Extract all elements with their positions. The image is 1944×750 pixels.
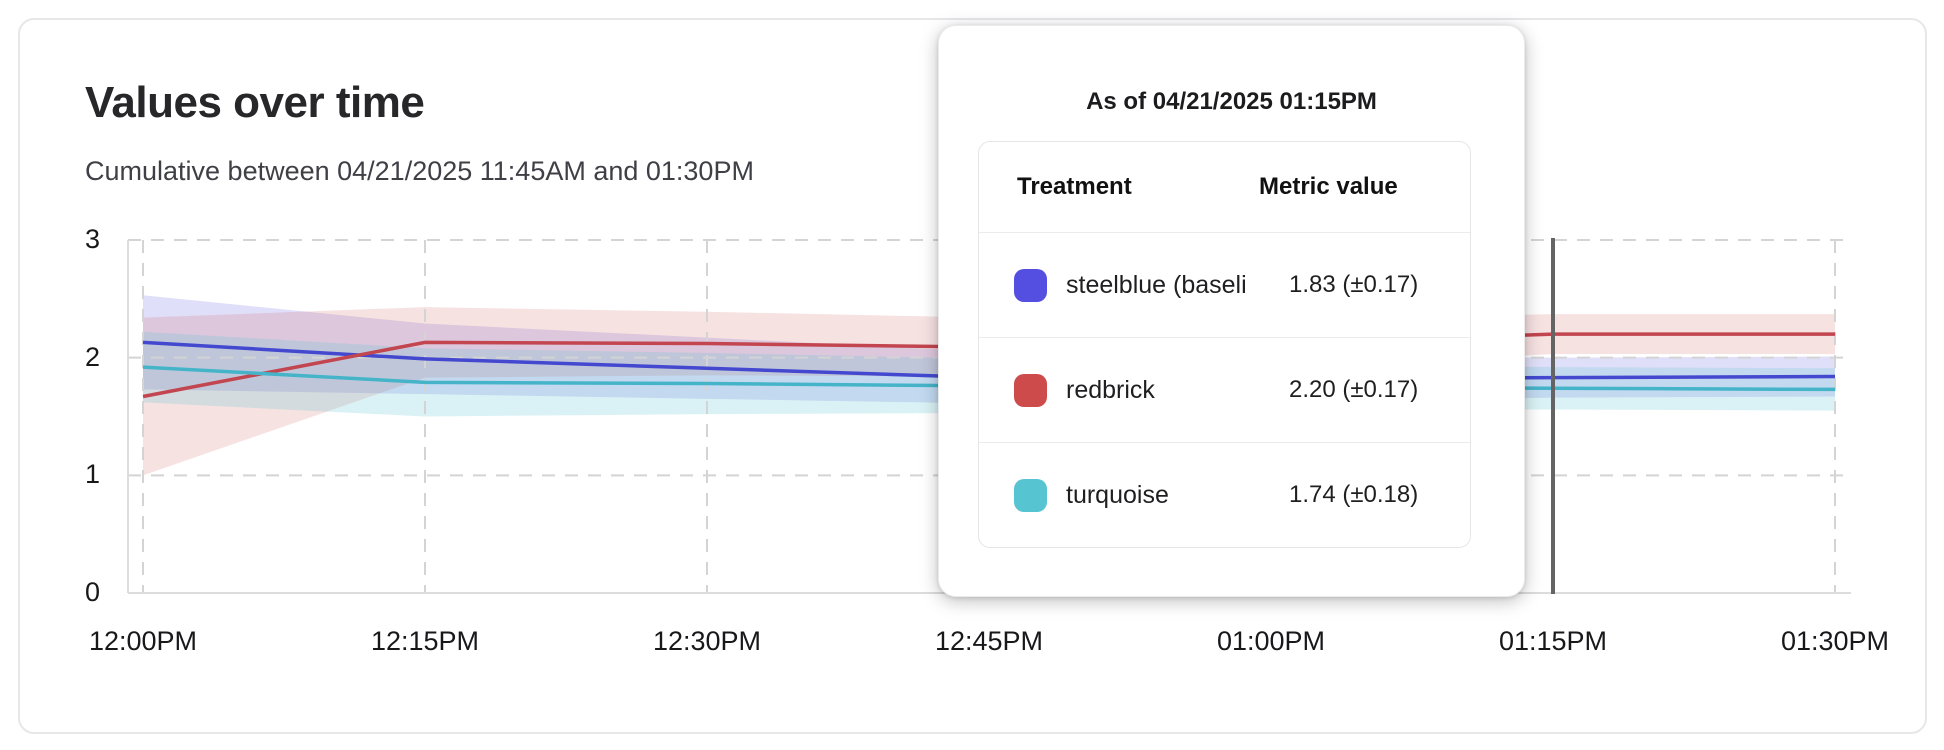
- metric-value-column-header: Metric value: [1259, 173, 1398, 200]
- x-tick-label: 12:15PM: [370, 626, 480, 656]
- treatment-name: steelblue (baseli: [1066, 270, 1247, 299]
- table-row: redbrick 2.20 (±0.17): [979, 338, 1470, 443]
- treatment-column-header: Treatment: [1017, 173, 1132, 200]
- x-tick-label: 01:00PM: [1216, 626, 1326, 656]
- chart-tooltip: As of 04/21/2025 01:15PM Treatment Metri…: [938, 25, 1525, 597]
- series-color-swatch: [1014, 268, 1047, 302]
- y-tick-label: 0: [84, 577, 100, 607]
- metric-value: 1.83 (±0.17): [1289, 271, 1419, 298]
- x-tick-label: 12:30PM: [652, 626, 762, 656]
- metric-value: 2.20 (±0.17): [1289, 376, 1419, 403]
- x-tick-label: 12:00PM: [88, 626, 198, 656]
- y-tick-label: 2: [84, 341, 100, 372]
- x-tick-label: 12:45PM: [934, 626, 1044, 656]
- page-subtitle: Cumulative between 04/21/2025 11:45AM an…: [85, 156, 754, 186]
- tooltip-table-header: Treatment Metric value: [979, 142, 1470, 233]
- series-color-swatch: [1014, 373, 1047, 407]
- y-tick-label: 1: [84, 459, 100, 490]
- y-tick-label: 3: [84, 224, 100, 254]
- tooltip-as-of-label: As of 04/21/2025 01:15PM: [1086, 88, 1377, 115]
- page-title: Values over time: [85, 78, 425, 127]
- table-row: turquoise 1.74 (±0.18): [979, 443, 1470, 547]
- treatment-name: redbrick: [1066, 375, 1155, 404]
- table-row: steelblue (baseli 1.83 (±0.17): [979, 233, 1470, 338]
- treatment-name: turquoise: [1066, 480, 1169, 509]
- tooltip-table: Treatment Metric value steelblue (baseli…: [978, 141, 1471, 548]
- metric-value: 1.74 (±0.18): [1289, 481, 1419, 508]
- x-tick-label: 01:30PM: [1780, 626, 1890, 656]
- x-tick-label: 01:15PM: [1498, 626, 1608, 656]
- series-color-swatch: [1014, 478, 1047, 512]
